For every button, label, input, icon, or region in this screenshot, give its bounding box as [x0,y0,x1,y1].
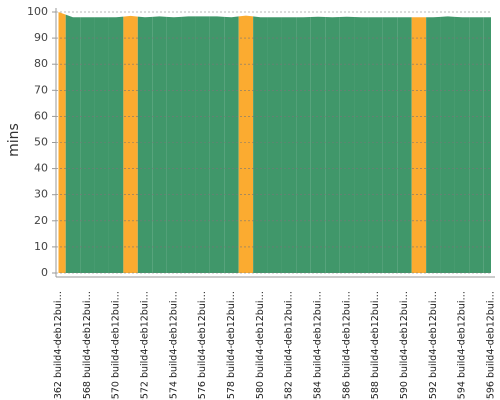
area-segment [281,17,297,273]
x-tick-label: #596 build4-deb12bui… [486,291,497,400]
area-segment [195,16,210,273]
y-tick-label: 70 [34,83,48,96]
area-segment [94,17,109,273]
area-segment [152,16,167,273]
x-tick-label: #570 build4-deb12bui… [111,291,122,400]
area-segment [310,16,326,274]
x-tick-label: #576 build4-deb12bui… [197,291,208,400]
y-tick-label: 60 [34,109,48,122]
x-tick-label: #578 build4-deb12bui… [226,291,237,400]
y-tick-label: 90 [34,31,48,44]
area-segment [123,15,138,273]
x-tick-label: #588 build4-deb12bui… [370,291,381,400]
area-segment [454,16,470,274]
area-segment [58,12,66,273]
area-segment [354,16,369,274]
area-segment [397,17,412,273]
area-segment [224,16,239,273]
x-tick-label: #362 build4-deb12bui… [53,291,64,400]
y-tick-label: 50 [34,136,48,149]
x-tick-label: #568 build4-deb12bui… [82,291,93,400]
area-segment [411,17,427,273]
area-segment [80,17,95,273]
y-tick-label: 10 [34,240,48,253]
area-segment [166,16,182,274]
x-tick-label: #582 build4-deb12bui… [284,291,295,400]
y-tick-label: 20 [34,214,48,227]
area-segment [181,16,196,273]
area-segment [253,16,268,273]
y-tick-label: 40 [34,162,48,175]
y-tick-label: 100 [27,5,48,18]
area-segment [469,17,484,273]
y-tick-label: 80 [34,57,48,70]
area-segment [339,16,355,274]
x-tick-label: #574 build4-deb12bui… [168,291,179,400]
area-segment [209,16,225,273]
area-segment [426,16,441,274]
y-tick-label: 30 [34,188,48,201]
area-segment [483,17,491,273]
x-tick-label: #584 build4-deb12bui… [313,291,324,400]
x-tick-label: #586 build4-deb12bui… [341,291,352,400]
area-segment [137,16,153,273]
area-segment [108,16,124,273]
area-segment [368,17,383,273]
area-segment [382,17,398,273]
x-tick-label: #590 build4-deb12bui… [399,291,410,400]
x-tick-label: #592 build4-deb12bui… [428,291,439,400]
x-tick-label: #572 build4-deb12bui… [140,291,151,400]
area-segment [325,16,340,274]
y-tick-label: 0 [41,266,48,279]
area-segment [296,16,311,274]
x-tick-label: #594 build4-deb12bui… [457,291,468,400]
area-segment [440,16,455,273]
area-segment [65,14,81,274]
x-tick-label: #580 build4-deb12bui… [255,291,266,400]
area-segment [238,15,254,274]
y-axis-label: mins [6,123,22,157]
area-segment [267,17,282,273]
